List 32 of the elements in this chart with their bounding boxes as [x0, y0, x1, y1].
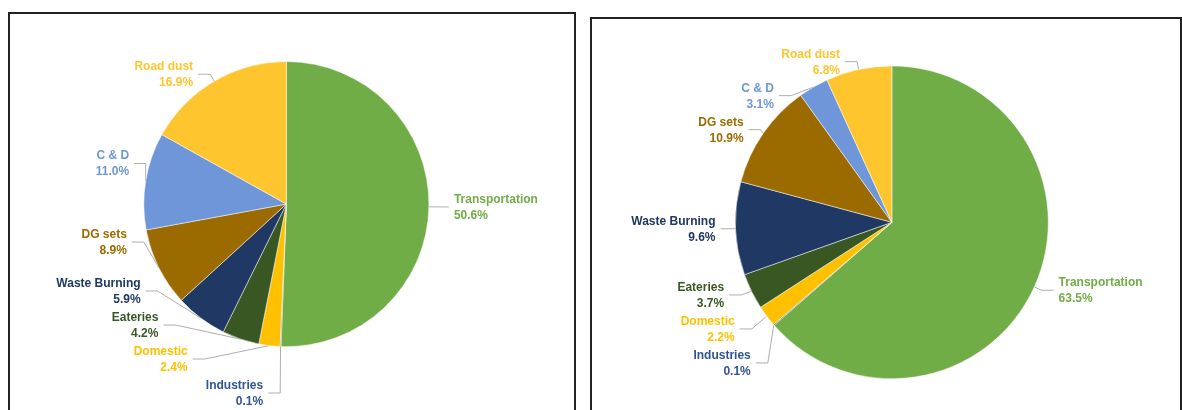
slice-label: Road dust — [134, 59, 194, 74]
slice-label: Transportation — [1058, 275, 1143, 290]
slice-label: Industries — [205, 378, 264, 392]
data-label: 16.9% — [159, 75, 194, 90]
data-label: 50.6% — [453, 207, 489, 222]
slice-label: C & D — [96, 148, 130, 163]
data-label: 11.0% — [95, 164, 130, 179]
data-label: 63.5% — [1058, 291, 1093, 306]
data-label: 4.2% — [131, 326, 159, 340]
slice-label: DG sets — [81, 227, 128, 242]
data-label: 2.4% — [160, 360, 189, 374]
slice-label: C & D — [741, 80, 775, 95]
slice-label: Road dust — [781, 46, 840, 61]
slice-label: Eateries — [111, 310, 159, 324]
slice-label: Domestic — [133, 344, 189, 358]
data-label: 0.1% — [235, 394, 264, 408]
data-label: 0.1% — [723, 363, 752, 378]
slice-label: Domestic — [680, 313, 736, 328]
slice-label: Transportation — [453, 191, 538, 206]
slice-label: Waste Burning — [56, 276, 141, 290]
data-label: 3.1% — [746, 96, 775, 111]
slice-label: Eateries — [677, 279, 725, 294]
data-label: 2.2% — [707, 329, 736, 344]
data-label: 9.6% — [688, 229, 716, 244]
data-label: 6.8% — [812, 62, 841, 77]
slice-label: Industries — [693, 347, 752, 362]
slice-label: Waste Burning — [631, 213, 716, 228]
slice-label: DG sets — [698, 114, 744, 129]
data-label: 3.7% — [696, 295, 725, 310]
data-label: 8.9% — [99, 243, 128, 258]
data-label: 10.9% — [709, 130, 744, 145]
data-label: 5.9% — [113, 292, 141, 306]
